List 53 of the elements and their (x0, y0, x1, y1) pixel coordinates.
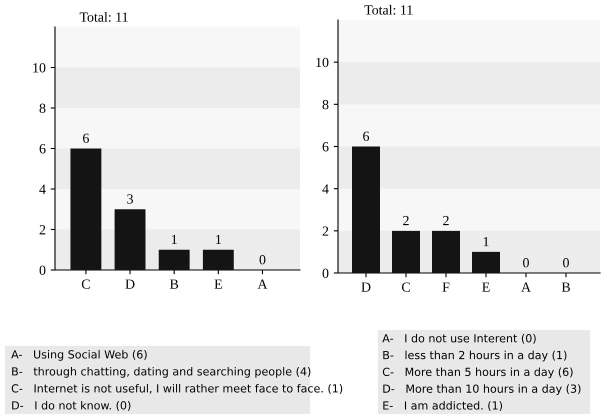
x-tick-label: D (125, 280, 135, 289)
bar (352, 146, 380, 273)
bar (158, 250, 190, 270)
y-tick-label: 6 (40, 144, 46, 154)
bar (432, 230, 460, 273)
data-label: 0 (523, 258, 529, 268)
text: D- I do not know. (0) (12, 400, 130, 411)
y-tick-label: 6 (322, 142, 329, 152)
bar (114, 209, 146, 270)
text: C- More than 5 hours in a day (6) (382, 367, 573, 378)
data-label: 1 (172, 234, 177, 244)
text: E- I am addicted. (1) (383, 401, 502, 411)
bar (472, 252, 500, 273)
text: A- Using Social Web (6) (11, 350, 147, 361)
x-tick-label: E (214, 280, 222, 289)
data-label: 0 (563, 258, 569, 268)
data-label: 6 (363, 132, 370, 141)
x-tick-label: B (562, 282, 570, 292)
y-tick-label: 2 (322, 226, 328, 236)
y-tick-label: 4 (322, 184, 329, 194)
y-tick-label: 2 (40, 225, 46, 234)
x-tick-label: F (442, 282, 450, 292)
y-tick-label: 0 (322, 268, 328, 278)
data-label: 3 (127, 194, 133, 204)
x-tick-label: B (170, 280, 178, 289)
y-tick-label: 10 (316, 58, 328, 68)
x-tick-label: A (258, 279, 268, 289)
data-label: 1 (484, 237, 489, 246)
data-label: 6 (83, 134, 89, 143)
y-tick-label: 10 (33, 63, 46, 72)
bar (392, 230, 420, 273)
x-tick-label: C (402, 282, 410, 292)
text: B- less than 2 hours in a day (1) (383, 350, 566, 362)
chart-title: Total: 11 (364, 4, 412, 15)
text: C- Internet is not useful, I will rather meet face to face. (1) (12, 384, 342, 394)
x-tick-label: D (361, 282, 370, 292)
text: D- More than 10 hours in a day (3) (383, 384, 580, 396)
text: A- I do not use Interent (0) (382, 334, 536, 344)
data-label: 0 (260, 255, 266, 264)
data-label: 1 (216, 234, 221, 244)
y-tick-label: 8 (40, 104, 46, 113)
text: B- through chatting, dating and searching people (4) (12, 366, 310, 378)
x-tick-label: C (82, 279, 90, 289)
data-label: 2 (403, 216, 409, 226)
x-tick-label: E (482, 282, 490, 292)
bar (202, 250, 234, 270)
x-tick-label: A (521, 282, 531, 292)
y-tick-label: 4 (39, 184, 46, 194)
bar (70, 148, 102, 270)
y-tick-label: 0 (40, 266, 46, 275)
chart-title: Total: 11 (80, 12, 128, 22)
y-tick-label: 8 (322, 100, 328, 110)
data-label: 2 (443, 216, 449, 226)
